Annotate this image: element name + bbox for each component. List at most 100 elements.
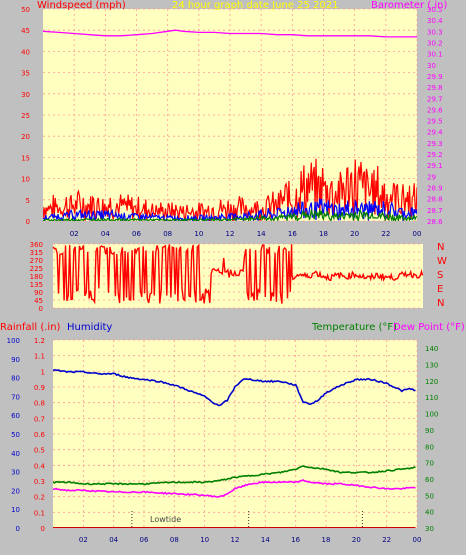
rain-tick-label: 0 xyxy=(41,525,45,533)
direction-tick-label: 90 xyxy=(34,289,43,297)
rain-tick-label: 0.2 xyxy=(34,494,45,502)
x-tick-label: 10 xyxy=(194,230,203,238)
x-tick-label: 18 xyxy=(322,536,331,544)
x-tick-label: 20 xyxy=(352,536,361,544)
baro-tick-label: 29.7 xyxy=(427,95,443,103)
baro-tick-label: 29.1 xyxy=(427,162,443,170)
baro-tick-label: 29.8 xyxy=(427,84,443,92)
humidity-tick-label: 0 xyxy=(16,525,20,533)
temp-humidity-series-group xyxy=(53,368,416,528)
x-tick-label: 04 xyxy=(109,536,118,544)
direction-tick-label: 315 xyxy=(30,249,43,257)
rainfall-label: Rainfall (.in) xyxy=(0,322,61,333)
baro-tick-label: 30.5 xyxy=(427,6,443,14)
x-tick-label: 22 xyxy=(381,230,390,238)
x-tick-label: 22 xyxy=(382,536,391,544)
baro-tick-label: 30 xyxy=(427,62,436,70)
x-tick-label: 08 xyxy=(170,536,179,544)
compass-label: N xyxy=(437,242,444,253)
rainfall-ticks: 0 0.1 0.2 0.3 0.4 0.5 0.6 0.7 0.8 0.9 1 1.1 1.2 xyxy=(34,337,46,533)
rain-tick-label: 0.9 xyxy=(34,384,45,392)
direction-tick-label: 360 xyxy=(30,241,43,249)
dewpoint-label: Dew Point (°F) xyxy=(393,322,465,333)
wind-tick-label: 20 xyxy=(21,133,30,141)
humidity-tick-label: 50 xyxy=(11,431,20,439)
wind-x-ticks: 02 04 06 08 10 12 14 16 18 20 22 00 xyxy=(70,230,422,238)
temp-tick-label: 110 xyxy=(425,394,438,402)
rain-tick-label: 0.4 xyxy=(34,462,46,470)
temp-tick-label: 130 xyxy=(425,362,438,370)
direction-tick-label: 180 xyxy=(30,273,43,281)
direction-tick-label: 45 xyxy=(34,297,43,305)
wind-tick-label: 45 xyxy=(21,27,30,35)
compass-label: E xyxy=(437,284,443,295)
series-humidity xyxy=(53,368,416,407)
compass-label: N xyxy=(437,298,444,309)
compass-label: W xyxy=(437,256,447,267)
baro-tick-label: 29.4 xyxy=(427,129,443,137)
series-wind-low xyxy=(43,208,417,221)
baro-tick-label: 30.4 xyxy=(427,17,443,25)
humidity-tick-label: 80 xyxy=(11,375,20,383)
humidity-tick-label: 10 xyxy=(11,506,20,514)
x-tick-label: 18 xyxy=(319,230,328,238)
temp-tick-label: 80 xyxy=(425,443,434,451)
wind-tick-label: 25 xyxy=(21,112,30,120)
humidity-tick-label: 70 xyxy=(11,393,20,401)
temp-tick-label: 100 xyxy=(425,411,438,419)
barometer-label: Barometer (.in) xyxy=(371,0,447,11)
wind-tick-label: 10 xyxy=(21,176,30,184)
x-tick-label: 12 xyxy=(231,536,240,544)
humidity-tick-label: 20 xyxy=(11,487,20,495)
humidity-tick-label: 100 xyxy=(7,337,20,345)
lowtide-annotation: Lowtide xyxy=(150,515,181,524)
rain-tick-label: 0.6 xyxy=(34,431,46,439)
direction-tick-label: 135 xyxy=(30,281,43,289)
wind-series-group xyxy=(43,158,417,221)
humidity-tick-label: 90 xyxy=(11,356,20,364)
temp-tick-label: 50 xyxy=(425,492,434,500)
baro-tick-label: 28.8 xyxy=(427,196,443,204)
rain-tick-label: 0.1 xyxy=(34,509,45,517)
x-tick-label: 14 xyxy=(261,536,270,544)
baro-tick-label: 28.7 xyxy=(427,207,443,215)
rain-tick-label: 0.3 xyxy=(34,478,45,486)
x-tick-label: 16 xyxy=(291,536,300,544)
humidity-tick-label: 30 xyxy=(11,469,20,477)
baro-tick-label: 29.2 xyxy=(427,151,443,159)
rain-tick-label: 1.1 xyxy=(34,353,45,361)
x-tick-label: 00 xyxy=(413,230,422,238)
series-temperature xyxy=(53,465,416,486)
temp-x-ticks: 02 04 06 08 10 12 14 16 18 20 22 00 xyxy=(79,536,422,544)
wind-tick-label: 0 xyxy=(26,218,30,226)
humidity-ticks: 0 10 20 30 40 50 60 70 80 90 100 xyxy=(7,337,20,533)
rain-tick-label: 0.7 xyxy=(34,415,45,423)
direction-tick-label: 270 xyxy=(30,257,43,265)
wind-tick-label: 5 xyxy=(26,197,30,205)
temp-tick-label: 70 xyxy=(425,460,434,468)
x-tick-label: 06 xyxy=(132,230,141,238)
x-tick-label: 04 xyxy=(101,230,110,238)
rain-tick-label: 0.8 xyxy=(34,400,45,408)
wind-tick-label: 30 xyxy=(21,91,30,99)
rain-tick-label: 0.5 xyxy=(34,447,45,455)
temp-tick-label: 120 xyxy=(425,378,438,386)
barometer-ticks: 28.6 28.7 28.8 28.9 29 29.1 29.2 29.3 29.4 29.5 29… xyxy=(427,6,443,226)
wind-tick-label: 50 xyxy=(21,6,30,14)
wind-ticks: 0 5 10 15 20 25 30 35 40 45 50 xyxy=(21,6,30,226)
baro-tick-label: 29.9 xyxy=(427,73,443,81)
baro-tick-label: 29 xyxy=(427,173,436,181)
x-tick-label: 16 xyxy=(288,230,297,238)
baro-tick-label: 30.3 xyxy=(427,28,443,36)
temperature-ticks: 30 40 50 60 70 80 90 100 110 120 130 140 xyxy=(425,345,438,533)
humidity-tick-label: 60 xyxy=(11,412,20,420)
temp-tick-label: 40 xyxy=(425,509,434,517)
temp-tick-label: 60 xyxy=(425,476,434,484)
rain-tick-label: 1.2 xyxy=(34,337,45,345)
series-barometer xyxy=(43,29,417,38)
wind-direction-series-group xyxy=(52,243,424,305)
wind-tick-label: 40 xyxy=(21,48,30,56)
barometer-series-group xyxy=(43,29,417,38)
x-tick-label: 06 xyxy=(140,536,149,544)
